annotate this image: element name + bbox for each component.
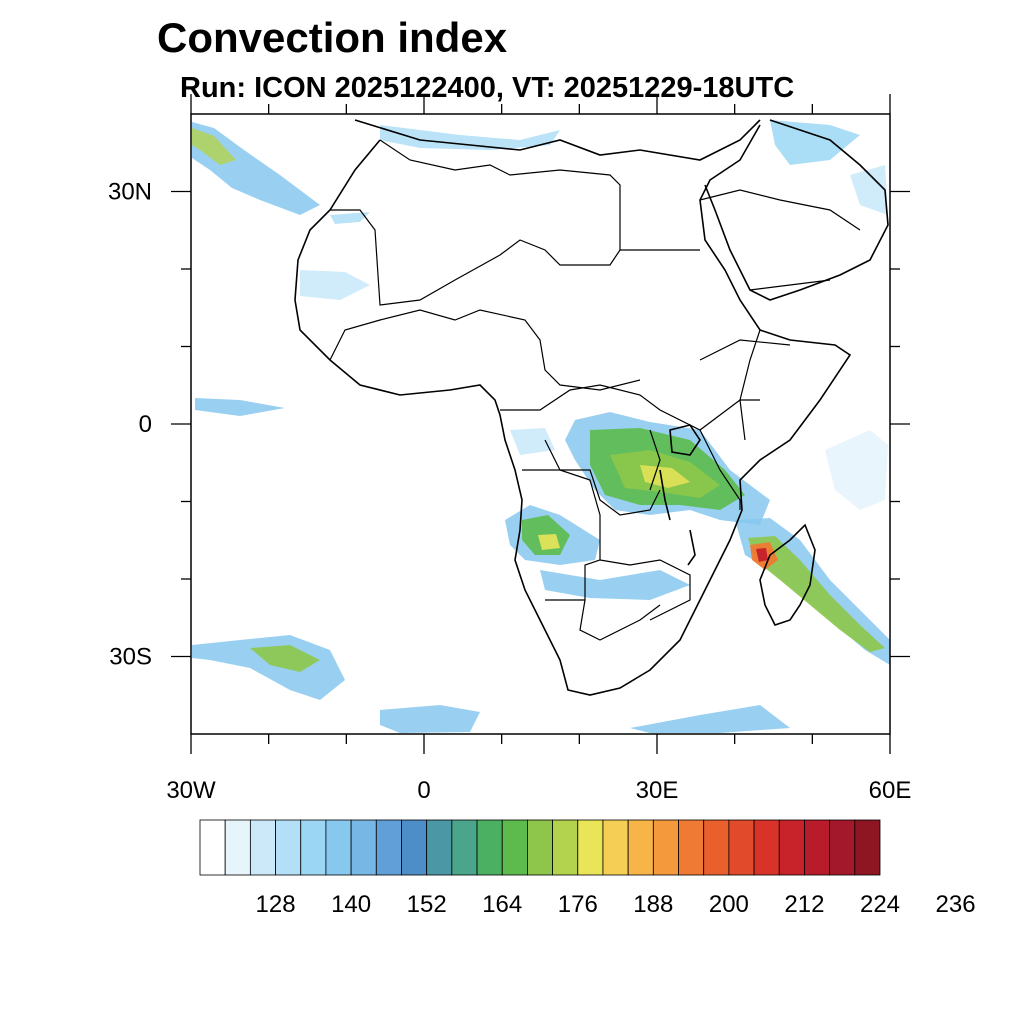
border-west-africa xyxy=(329,309,641,391)
field-south-atlantic-core xyxy=(250,645,320,672)
lon-tick-label: 30W xyxy=(166,777,216,804)
colorbar xyxy=(199,819,881,876)
colorbar-swatch xyxy=(527,819,553,876)
colorbar-swatch xyxy=(451,819,478,876)
colorbar-swatch xyxy=(325,819,352,876)
colorbar-label: 188 xyxy=(633,891,673,918)
colorbar-swatch xyxy=(728,819,755,876)
axis-tick-labels: 30W 0 30E 60E 30N 0 30S xyxy=(108,179,911,805)
border-east-africa xyxy=(649,429,741,510)
colorbar-swatch xyxy=(249,819,276,876)
chart-title: Convection index xyxy=(157,14,508,61)
colorbar-swatch xyxy=(652,819,679,876)
arabian-coastline xyxy=(704,119,889,301)
colorbar-swatch xyxy=(577,819,604,876)
colorbar-label: 152 xyxy=(407,891,447,918)
lat-tick-label: 30S xyxy=(109,644,152,671)
field-sahara-band xyxy=(330,212,370,224)
field-south-atlantic xyxy=(192,635,345,700)
colorbar-labels: 128 140 152 164 176 188 200 212 224 236 xyxy=(256,891,976,918)
colorbar-label: 140 xyxy=(331,891,371,918)
field-mediterranean xyxy=(380,125,560,150)
colorbar-swatch xyxy=(426,819,453,876)
madagascar-coastline xyxy=(759,523,816,626)
border-central-africa xyxy=(500,384,760,431)
chart-subtitle: Run: ICON 2025122400, VT: 20251229-18UTC xyxy=(180,72,795,104)
lon-tick-label: 60E xyxy=(869,777,912,804)
colorbar-swatch xyxy=(778,819,805,876)
colorbar-swatch xyxy=(375,819,402,876)
border-southern-africa xyxy=(522,469,691,621)
field-indian-ocean-east xyxy=(825,430,888,510)
colorbar-swatch xyxy=(678,819,705,876)
colorbar-label: 176 xyxy=(558,891,598,918)
colorbar-swatch xyxy=(703,819,730,876)
colorbar-label: 236 xyxy=(936,891,976,918)
colorbar-swatch xyxy=(753,819,780,876)
field-arabian-northeast xyxy=(850,165,888,215)
field-equatorial-atlantic xyxy=(195,398,285,416)
field-cameroon xyxy=(510,428,555,455)
field-eastern-med xyxy=(770,120,860,165)
colorbar-swatch xyxy=(804,819,831,876)
colorbar-swatch xyxy=(275,819,302,876)
colorbar-label: 200 xyxy=(709,891,749,918)
field-south-cape xyxy=(380,705,480,733)
lake-victoria xyxy=(669,424,701,456)
field-southern-africa xyxy=(540,570,690,600)
lake-malawi xyxy=(687,529,696,566)
border-sahara-north xyxy=(379,139,621,250)
border-horn xyxy=(699,329,791,441)
africa-coastline xyxy=(294,119,852,696)
convection-fields xyxy=(192,120,890,733)
lon-tick-label: 30E xyxy=(636,777,679,804)
colorbar-swatch xyxy=(627,819,654,876)
colorbar-label: 224 xyxy=(860,891,900,918)
border-middle-east xyxy=(699,189,861,291)
border-sahel xyxy=(330,209,700,306)
colorbar-swatch xyxy=(501,819,528,876)
field-nw-atlantic xyxy=(192,122,320,215)
lat-tick-label: 0 xyxy=(139,411,152,438)
field-angola-hot xyxy=(538,534,560,550)
colorbar-swatch xyxy=(224,819,251,876)
coastlines xyxy=(294,119,889,696)
field-south-indian xyxy=(630,705,790,733)
colorbar-swatch xyxy=(602,819,629,876)
colorbar-swatch xyxy=(401,819,428,876)
colorbar-label: 164 xyxy=(482,891,522,918)
field-madagascar-mid xyxy=(748,536,885,652)
country-borders xyxy=(329,139,861,641)
lat-tick-label: 30N xyxy=(108,179,152,206)
axis-ticks xyxy=(171,94,910,754)
field-sahara-west xyxy=(300,270,370,300)
lake-tanganyika xyxy=(659,469,671,521)
colorbar-swatch xyxy=(350,819,377,876)
lon-tick-label: 0 xyxy=(417,777,430,804)
colorbar-label: 128 xyxy=(256,891,296,918)
colorbar-swatch xyxy=(552,819,579,876)
colorbar-swatch xyxy=(300,819,327,876)
colorbar-label: 212 xyxy=(784,891,824,918)
colorbar-swatch xyxy=(829,819,856,876)
field-madagascar-red xyxy=(756,548,768,562)
colorbar-swatch xyxy=(476,819,503,876)
colorbar-swatch xyxy=(854,819,881,876)
border-south-africa xyxy=(579,599,661,641)
field-nw-atlantic-core xyxy=(192,128,236,165)
colorbar-swatch xyxy=(199,819,226,876)
